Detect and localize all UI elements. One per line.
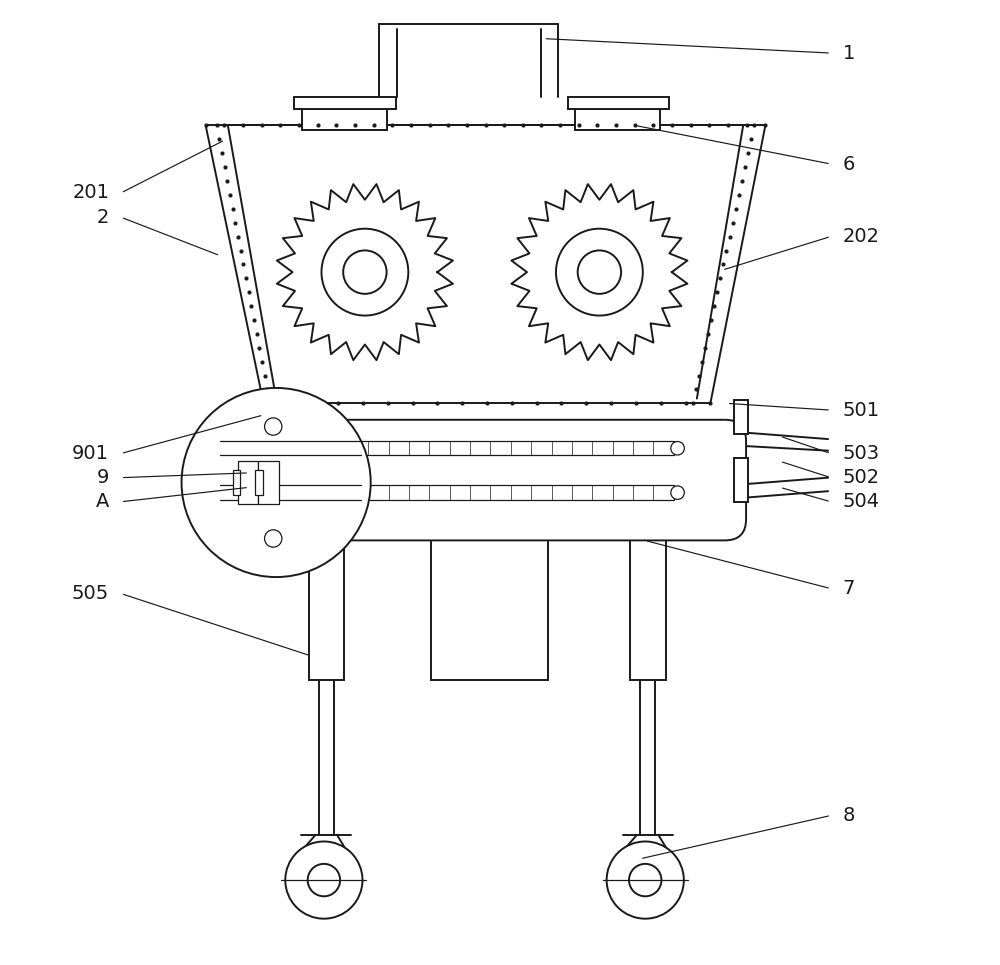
Circle shape [578,251,621,293]
Text: 9: 9 [97,468,109,487]
Circle shape [607,841,684,919]
Bar [258,461,279,504]
Bar [734,458,748,502]
Text: 201: 201 [72,183,109,203]
Bar [309,540,344,680]
Circle shape [265,418,282,435]
Circle shape [308,864,340,896]
Circle shape [182,388,371,577]
Bar [568,97,669,109]
Text: 505: 505 [72,584,109,603]
Text: A: A [96,492,109,511]
Circle shape [671,486,684,500]
Text: 503: 503 [843,444,880,463]
FancyBboxPatch shape [210,420,746,540]
Bar [431,540,548,680]
Text: 501: 501 [843,400,880,420]
Circle shape [285,841,362,919]
Bar [255,470,263,495]
Text: 8: 8 [843,806,855,825]
Bar [575,109,660,130]
Text: 202: 202 [843,227,880,246]
Circle shape [671,442,684,455]
Bar [266,441,674,455]
Text: 6: 6 [843,154,855,174]
Text: 1: 1 [843,43,855,63]
Bar [238,461,258,504]
Circle shape [629,864,661,896]
Text: 2: 2 [97,207,109,227]
Text: 901: 901 [72,444,109,463]
Text: 502: 502 [843,468,880,487]
Bar [302,109,387,130]
Circle shape [343,251,387,293]
Circle shape [265,530,282,547]
Bar [233,470,240,495]
Bar [630,540,666,680]
Text: 7: 7 [843,579,855,598]
Text: 504: 504 [843,492,880,511]
Bar [294,97,396,109]
Bar [734,400,748,434]
Bar [266,485,674,500]
